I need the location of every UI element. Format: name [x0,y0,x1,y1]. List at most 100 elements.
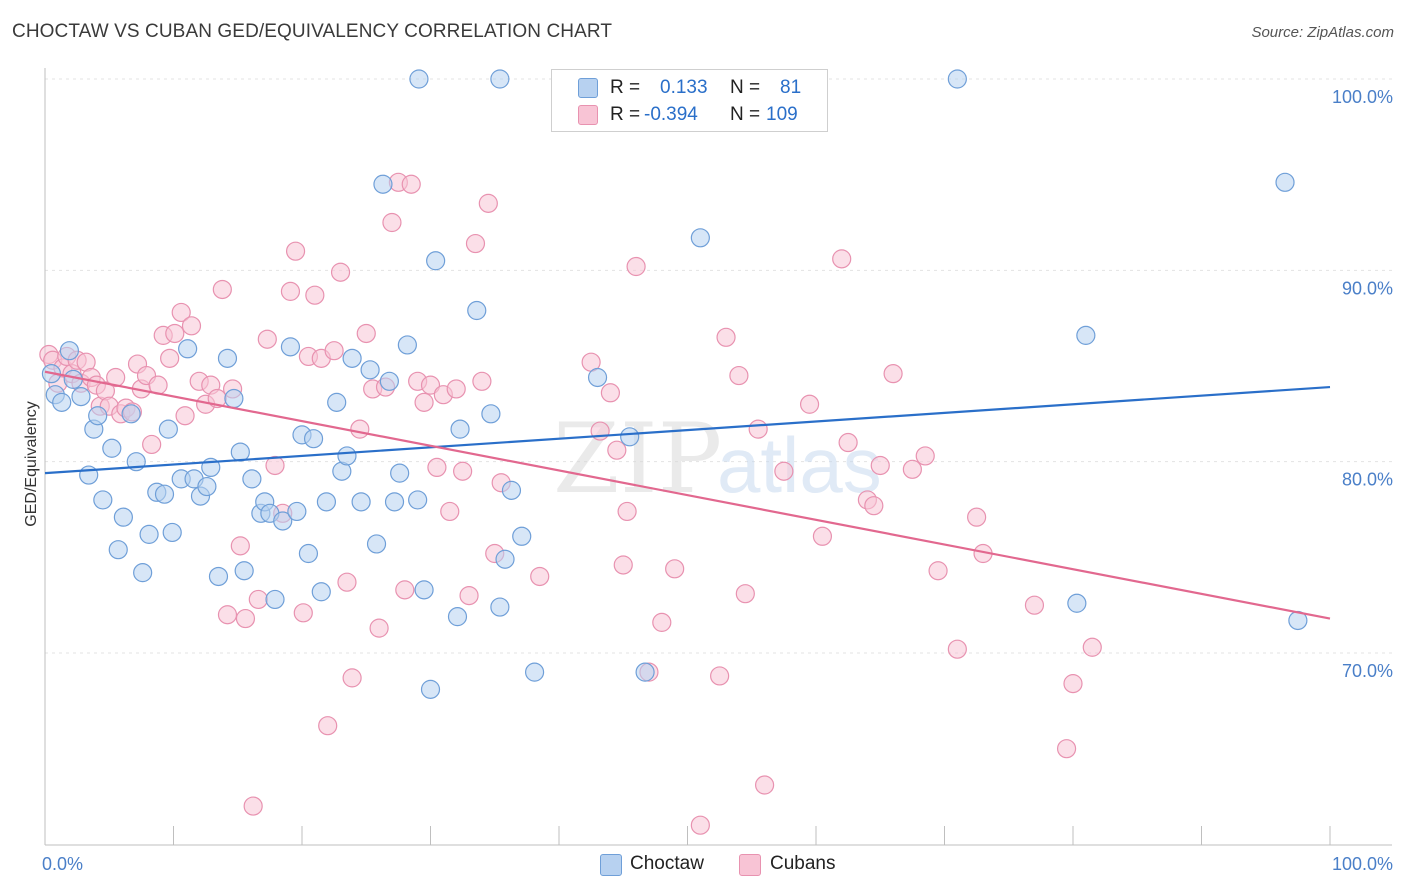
watermark-zip: ZIP [553,403,722,515]
cubans-point [356,323,376,344]
cubans-point [478,193,498,213]
cubans-point [212,279,232,300]
cubans-point [459,585,479,606]
cubans-point [928,561,948,581]
cubans-point [883,364,903,384]
choctaw-point [265,589,285,610]
x-tick-labels: 0.0% 100.0% [42,854,1393,874]
cubans-point [710,666,730,686]
cubans-points [39,172,1102,835]
choctaw-point [88,406,108,426]
cubans-point [967,507,987,527]
series-legend: Choctaw Cubans [598,852,858,878]
choctaw-point [379,371,399,391]
choctaw-point [217,348,238,368]
y-tick-label: 80.0% [1342,470,1393,490]
choctaw-point [1275,172,1295,192]
choctaw-point [154,484,175,504]
choctaw-point [327,392,347,412]
choctaw-point [620,427,640,447]
y-tick-label: 70.0% [1342,661,1393,681]
cubans-point [243,796,263,816]
choctaw-point [524,662,545,682]
y-axis-title: GED/Equivalency [23,401,40,526]
choctaw-point [273,511,293,531]
cubans-point [947,639,967,659]
choctaw-point [139,524,159,544]
choctaw-point [234,561,254,581]
cubans-legend-label: Cubans [770,853,836,874]
x-tick-label: 0.0% [42,854,83,874]
choctaw-point [71,387,91,407]
cubans-point [832,249,852,269]
cubans-point [165,323,185,344]
cubans-point [453,461,473,481]
choctaw-point [162,522,182,543]
choctaw-legend-swatch [600,854,622,876]
choctaw-point [197,476,217,497]
cubans-point [414,392,434,412]
cubans-point [440,501,460,522]
cubans-point [230,536,250,556]
axes [44,68,1392,846]
choctaw-point [242,469,262,489]
choctaw-point [113,507,133,527]
chart-title: CHOCTAW VS CUBAN GED/EQUIVALENCY CORRELA… [12,21,613,42]
choctaw-legend-label: Choctaw [630,853,704,874]
choctaw-point [501,480,522,500]
cubans-point [716,327,736,347]
choctaw-point [280,337,301,357]
cubans-point [446,379,466,399]
cubans-point [812,526,833,546]
cubans-point [171,302,191,323]
cubans-point [395,580,415,600]
cubans-legend-swatch [739,854,761,876]
cubans-point [748,419,768,439]
y-tick-label: 100.0% [1332,87,1393,107]
choctaw-point [337,446,357,466]
choctaw-point [414,580,434,600]
cubans-point [465,233,486,254]
choctaw-point [1067,593,1087,613]
choctaw-point [93,490,113,510]
cubans-point [864,496,884,516]
cubans-r-value: -0.394 [644,104,698,125]
choctaw-point [420,679,441,699]
choctaw-point [298,543,319,564]
choctaw-r-label: R = [610,77,641,98]
choctaw-point [635,662,655,682]
choctaw-point [495,549,515,569]
choctaw-point [384,492,405,512]
cubans-point [318,716,338,736]
cubans-point [626,256,646,277]
cubans-point [342,668,362,688]
cubans-point [248,589,268,610]
cubans-point [1024,595,1045,615]
choctaw-point [366,534,387,554]
choctaw-point [408,490,428,510]
cubans-point [280,281,301,301]
choctaw-point [490,597,510,617]
cubans-point [401,174,421,194]
choctaw-point [224,388,244,409]
cubans-point [870,455,890,476]
choctaw-swatch [578,78,598,98]
cubans-point [617,501,637,522]
cubans-n-label: N = [730,104,761,125]
cubans-point [324,341,344,361]
choctaw-point [481,404,501,424]
legend-row-cubans: R = -0.394 N = 109 [552,103,827,127]
choctaw-point [59,341,80,361]
stats-legend: R = 0.133 N = 81 R = -0.394 N = 109 [551,69,828,132]
choctaw-point [467,300,487,321]
choctaw-point [1076,325,1096,345]
cubans-point [420,375,441,395]
choctaw-trendline [44,385,1331,475]
cubans-point [265,455,285,476]
choctaw-point [360,360,380,380]
choctaw-point [450,419,470,439]
cubans-trendline [44,370,1331,620]
cubans-point [1082,637,1102,657]
choctaw-point [409,69,429,89]
